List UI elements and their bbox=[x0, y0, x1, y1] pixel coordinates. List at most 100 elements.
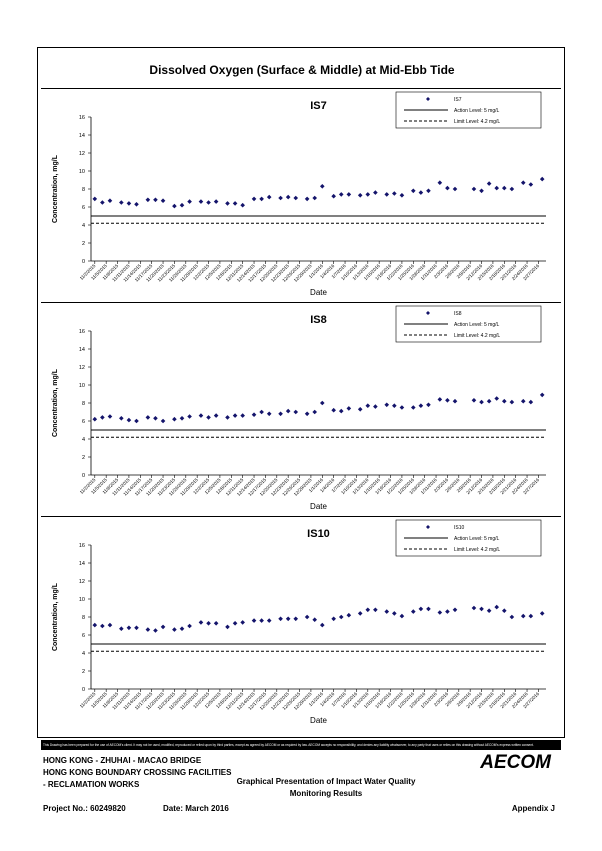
data-point bbox=[418, 606, 424, 612]
data-point bbox=[206, 200, 211, 205]
data-point bbox=[251, 618, 257, 623]
y-tick-label: 8 bbox=[82, 187, 85, 193]
data-point bbox=[198, 620, 204, 625]
data-point bbox=[119, 416, 124, 421]
y-tick-label: 6 bbox=[82, 633, 85, 639]
data-point bbox=[501, 398, 507, 404]
disclaimer-bar: This Drawing has been prepared for the u… bbox=[41, 740, 561, 750]
data-point bbox=[410, 188, 416, 194]
chart-title: IS10 bbox=[307, 528, 330, 540]
legend-entry: Action Level: 5 mg/L bbox=[454, 536, 500, 542]
y-tick-label: 2 bbox=[82, 455, 85, 461]
data-point bbox=[365, 403, 371, 408]
y-tick-label: 16 bbox=[79, 115, 85, 121]
y-tick-label: 10 bbox=[79, 169, 85, 175]
data-point bbox=[357, 611, 363, 616]
data-point bbox=[100, 415, 105, 420]
data-point bbox=[392, 191, 397, 196]
footer-date: Date: March 2016 bbox=[163, 804, 229, 813]
data-point bbox=[285, 194, 291, 200]
y-tick-label: 14 bbox=[79, 347, 85, 353]
data-point bbox=[198, 199, 204, 204]
data-point bbox=[399, 613, 405, 619]
data-point bbox=[225, 415, 230, 420]
data-point bbox=[445, 185, 450, 191]
data-point bbox=[399, 405, 405, 410]
data-point bbox=[179, 626, 185, 631]
page-title: Dissolved Oxygen (Surface & Middle) at M… bbox=[149, 63, 455, 77]
data-point bbox=[266, 411, 272, 417]
data-point bbox=[346, 192, 352, 197]
y-tick-label: 12 bbox=[79, 365, 85, 371]
legend-entry: Action Level: 5 mg/L bbox=[454, 322, 500, 328]
footer-title-line-2: Monitoring Results bbox=[289, 789, 363, 798]
data-point bbox=[528, 399, 534, 405]
data-point bbox=[198, 413, 204, 418]
legend-entry: Action Level: 5 mg/L bbox=[454, 108, 500, 114]
legend-marker bbox=[426, 525, 430, 529]
data-point bbox=[92, 622, 98, 628]
legend-entry: Limit Level: 4.2 mg/L bbox=[454, 119, 500, 125]
data-point bbox=[437, 180, 443, 185]
data-point bbox=[373, 190, 378, 195]
data-point bbox=[126, 625, 132, 631]
data-point bbox=[501, 608, 507, 613]
data-point bbox=[486, 608, 492, 613]
legend-marker bbox=[426, 97, 430, 101]
data-point bbox=[357, 407, 363, 412]
data-point bbox=[160, 418, 166, 424]
data-point bbox=[479, 399, 484, 405]
data-point bbox=[134, 202, 139, 207]
data-point bbox=[392, 403, 397, 408]
chart-title: IS7 bbox=[310, 100, 327, 112]
data-point bbox=[520, 180, 526, 185]
data-point bbox=[338, 192, 344, 197]
data-point bbox=[153, 416, 158, 421]
data-point bbox=[338, 408, 344, 414]
data-point bbox=[365, 192, 371, 197]
data-point bbox=[240, 413, 245, 418]
y-tick-label: 16 bbox=[79, 329, 85, 335]
data-point bbox=[418, 403, 424, 408]
data-point bbox=[437, 610, 443, 615]
data-point bbox=[145, 627, 151, 632]
data-point bbox=[213, 413, 219, 418]
y-tick-label: 0 bbox=[82, 473, 85, 479]
data-point bbox=[232, 621, 238, 626]
data-point bbox=[319, 184, 325, 189]
data-point bbox=[520, 398, 526, 404]
data-point bbox=[539, 392, 545, 398]
data-point bbox=[319, 400, 325, 406]
data-point bbox=[206, 621, 211, 626]
data-point bbox=[213, 199, 219, 204]
data-point bbox=[338, 614, 344, 620]
data-point bbox=[145, 197, 151, 203]
data-point bbox=[278, 411, 283, 417]
footer-appendix: Appendix J bbox=[511, 804, 555, 813]
data-point bbox=[486, 181, 492, 186]
y-tick-label: 6 bbox=[82, 205, 85, 211]
data-point bbox=[452, 398, 458, 404]
data-point bbox=[100, 200, 105, 205]
y-tick-label: 12 bbox=[79, 151, 85, 157]
data-point bbox=[410, 405, 416, 410]
data-point bbox=[445, 398, 450, 403]
data-point bbox=[539, 176, 545, 182]
data-point bbox=[304, 614, 310, 620]
data-point bbox=[331, 616, 336, 622]
data-point bbox=[319, 622, 325, 628]
data-point bbox=[426, 402, 431, 408]
data-point bbox=[384, 609, 390, 614]
data-point bbox=[153, 197, 158, 203]
data-point bbox=[187, 414, 192, 419]
y-tick-label: 2 bbox=[82, 241, 85, 247]
chart-panel-is7: IS7 0 2 4 6 8 10 12 14 16 11/2/2015 11/5/2015 11/8/2… bbox=[41, 88, 561, 302]
legend-entry: IS7 bbox=[454, 97, 462, 103]
footer-title-line-1: Graphical Presentation of Impact Water Q… bbox=[236, 777, 416, 786]
data-point bbox=[232, 413, 238, 418]
data-point bbox=[501, 185, 507, 191]
x-axis-label: Date bbox=[310, 288, 327, 297]
legend-entry: Limit Level: 4.2 mg/L bbox=[454, 333, 500, 339]
data-point bbox=[240, 620, 245, 625]
data-point bbox=[357, 193, 363, 198]
